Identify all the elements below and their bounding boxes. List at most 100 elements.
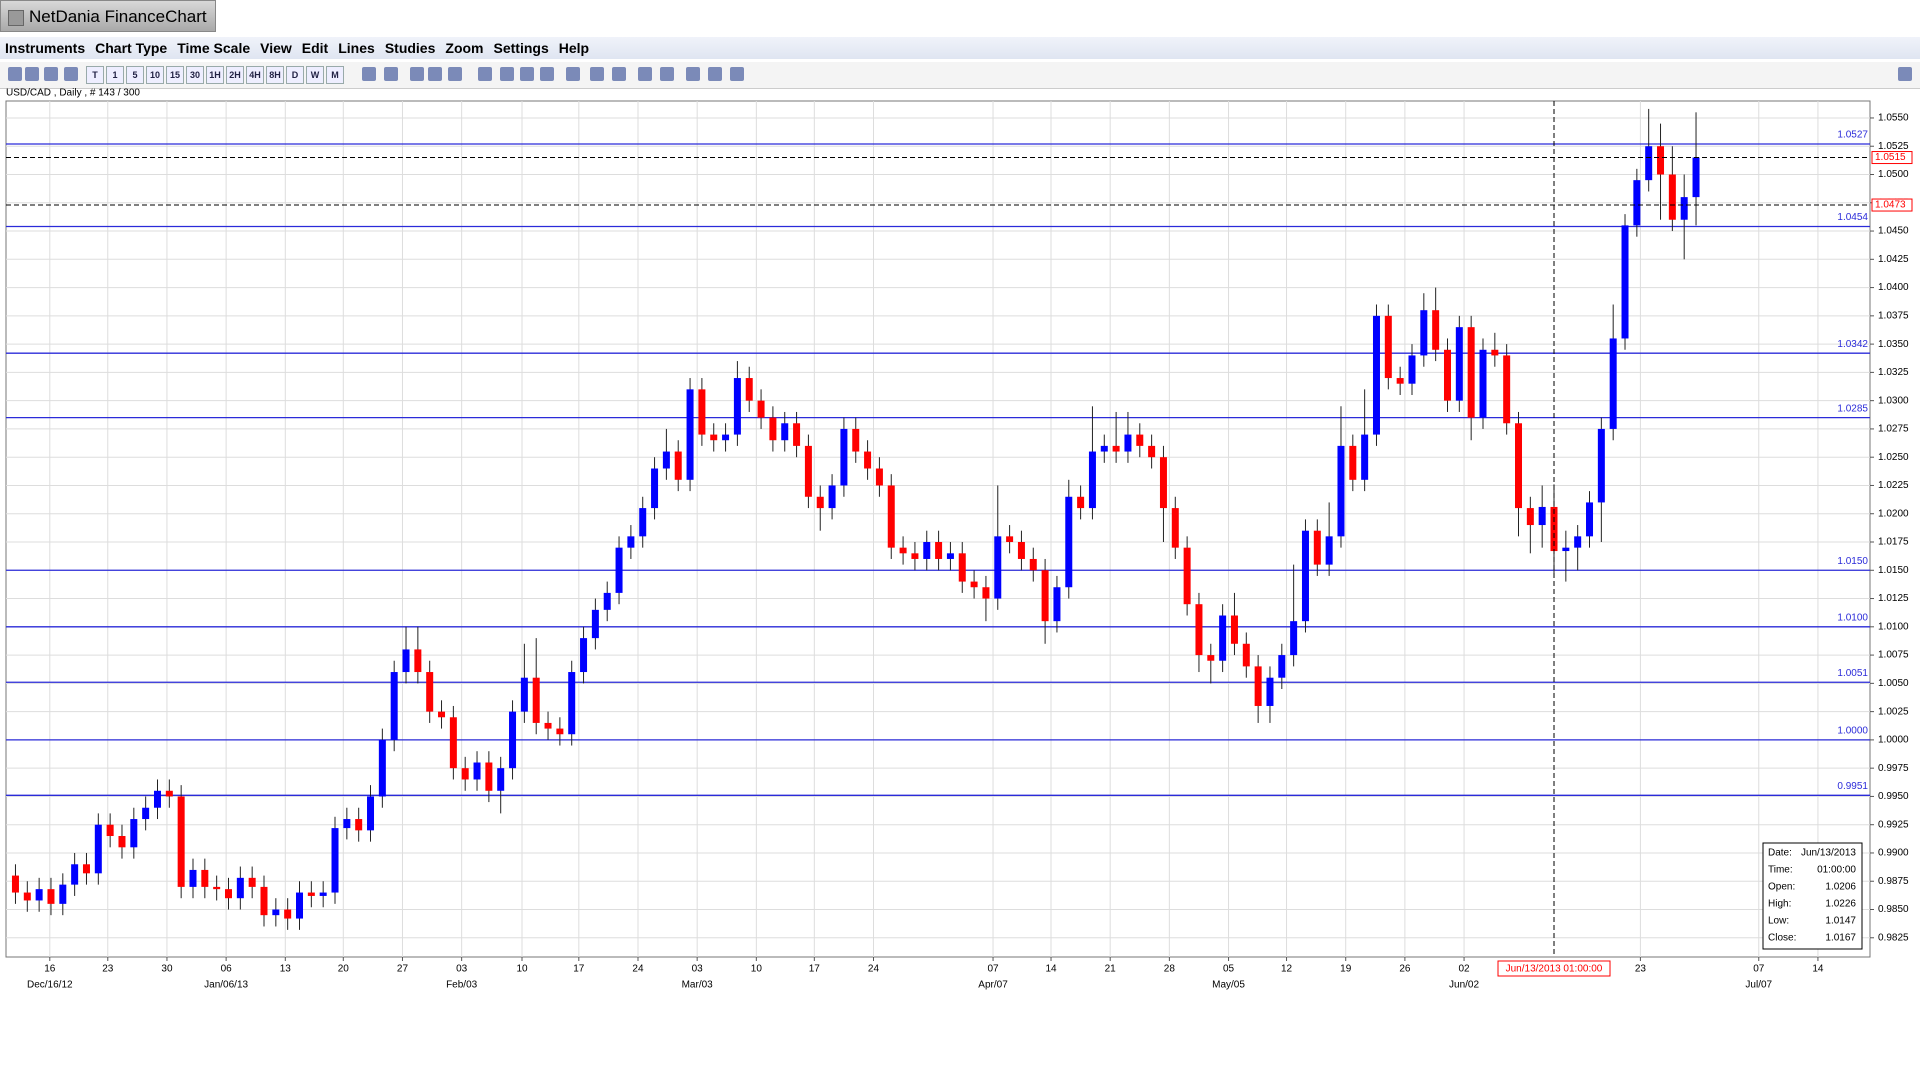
- candle-body: [1491, 349, 1499, 356]
- toolbar-icon[interactable]: [478, 67, 492, 81]
- candle-body: [1657, 146, 1665, 175]
- crosshair-price-label: 1.0473: [1875, 200, 1906, 211]
- x-month-label: Jan/06/13: [204, 980, 248, 991]
- candle-body: [355, 819, 363, 831]
- y-tick-label: 1.0025: [1878, 706, 1909, 717]
- x-tick-label: 13: [280, 964, 292, 975]
- timeframe-button[interactable]: 15: [166, 66, 184, 84]
- info-key: Date:: [1768, 848, 1792, 859]
- toolbar-icon[interactable]: [660, 67, 674, 81]
- level-label: 0.9951: [1837, 781, 1868, 792]
- x-month-label: Feb/03: [446, 980, 478, 991]
- timeframe-button[interactable]: 5: [126, 66, 144, 84]
- y-tick-label: 0.9825: [1878, 932, 1909, 943]
- candle-body: [556, 728, 564, 735]
- candle-body: [804, 445, 812, 497]
- menu-item[interactable]: Instruments: [5, 40, 86, 56]
- candle-body: [378, 739, 386, 797]
- candle-body: [828, 485, 836, 509]
- candle-body: [1313, 530, 1321, 565]
- x-tick-label: 14: [1812, 964, 1824, 975]
- toolbar-icon[interactable]: [590, 67, 604, 81]
- candle-body: [887, 485, 895, 548]
- chart-title: USD/CAD , Daily , # 143 / 300: [6, 88, 140, 99]
- info-value: 1.0147: [1825, 916, 1856, 927]
- candle-body: [544, 722, 552, 729]
- candle-body: [840, 428, 848, 486]
- x-tick-label: 24: [868, 964, 880, 975]
- candle-body: [674, 451, 682, 480]
- x-tick-label: 07: [1753, 964, 1765, 975]
- y-tick-label: 1.0400: [1878, 282, 1909, 293]
- toolbar-icon[interactable]: [638, 67, 652, 81]
- timeframe-button[interactable]: 8H: [266, 66, 284, 84]
- candle-body: [59, 884, 67, 904]
- timeframe-button[interactable]: 10: [146, 66, 164, 84]
- x-tick-label: 14: [1045, 964, 1057, 975]
- menu-item[interactable]: Help: [558, 40, 590, 56]
- candle-body: [485, 762, 493, 791]
- candle-body: [473, 762, 481, 780]
- toolbar-icon[interactable]: [520, 67, 534, 81]
- toolbar-icon[interactable]: [44, 67, 58, 81]
- candle-body: [781, 423, 789, 441]
- x-tick-label: 07: [987, 964, 999, 975]
- level-label: 1.0100: [1837, 612, 1868, 623]
- menu-item[interactable]: Chart Type: [95, 40, 168, 56]
- toolbar-icon[interactable]: [362, 67, 376, 81]
- y-tick-label: 1.0550: [1878, 113, 1909, 124]
- candle-body: [923, 542, 931, 559]
- toolbar-icon[interactable]: [384, 67, 398, 81]
- toolbar-icon[interactable]: [428, 67, 442, 81]
- timeframe-button[interactable]: T: [86, 66, 104, 84]
- candle-body: [35, 889, 43, 901]
- toolbar-icon[interactable]: [64, 67, 78, 81]
- toolbar-icon[interactable]: [730, 67, 744, 81]
- candle-body: [994, 536, 1002, 599]
- level-label: 1.0000: [1837, 726, 1868, 737]
- toolbar-icon[interactable]: [686, 67, 700, 81]
- y-tick-label: 1.0000: [1878, 735, 1909, 746]
- toolbar-icon[interactable]: [612, 67, 626, 81]
- menu-item[interactable]: Zoom: [445, 40, 484, 56]
- menu-item[interactable]: Settings: [493, 40, 549, 56]
- candle-body: [1586, 502, 1594, 537]
- toolbar-icon[interactable]: [25, 67, 39, 81]
- candle-body: [497, 768, 505, 791]
- menu-item[interactable]: Lines: [338, 40, 375, 56]
- candle-body: [402, 649, 410, 673]
- timeframe-button[interactable]: W: [306, 66, 324, 84]
- menu-item[interactable]: Studies: [384, 40, 436, 56]
- timeframe-button[interactable]: 1: [106, 66, 124, 84]
- y-tick-label: 1.0050: [1878, 678, 1909, 689]
- x-month-label: Apr/07: [978, 980, 1008, 991]
- timeframe-button[interactable]: 1H: [206, 66, 224, 84]
- toolbar-icon[interactable]: [566, 67, 580, 81]
- toolbar-icon[interactable]: [410, 67, 424, 81]
- chart: USD/CAD , Daily , # 143 / 300 0.9825 0.98…: [5, 88, 1913, 991]
- toolbar-icon[interactable]: [500, 67, 514, 81]
- info-value: 1.0206: [1825, 882, 1856, 893]
- x-tick-label: 23: [1635, 964, 1647, 975]
- candle-body: [201, 869, 209, 887]
- info-value: Jun/13/2013: [1801, 848, 1856, 859]
- timeframe-button[interactable]: 4H: [246, 66, 264, 84]
- candle-body: [1609, 338, 1617, 429]
- timeframe-button[interactable]: 2H: [226, 66, 244, 84]
- menu-item[interactable]: View: [260, 40, 292, 56]
- timeframe-button[interactable]: M: [326, 66, 344, 84]
- x-tick-label: 17: [573, 964, 585, 975]
- menu-item[interactable]: Edit: [301, 40, 329, 56]
- toolbar-icon[interactable]: [708, 67, 722, 81]
- toolbar-icon[interactable]: [1898, 67, 1912, 81]
- toolbar-icon[interactable]: [540, 67, 554, 81]
- timeframe-button[interactable]: D: [286, 66, 304, 84]
- menu-item[interactable]: Time Scale: [177, 40, 251, 56]
- toolbar-icon[interactable]: [448, 67, 462, 81]
- info-key: High:: [1768, 899, 1791, 910]
- toolbar-icon[interactable]: [8, 67, 22, 81]
- candle-body: [1159, 457, 1167, 509]
- x-tick-label: 10: [751, 964, 763, 975]
- timeframe-button[interactable]: 30: [186, 66, 204, 84]
- candle-body: [568, 672, 576, 735]
